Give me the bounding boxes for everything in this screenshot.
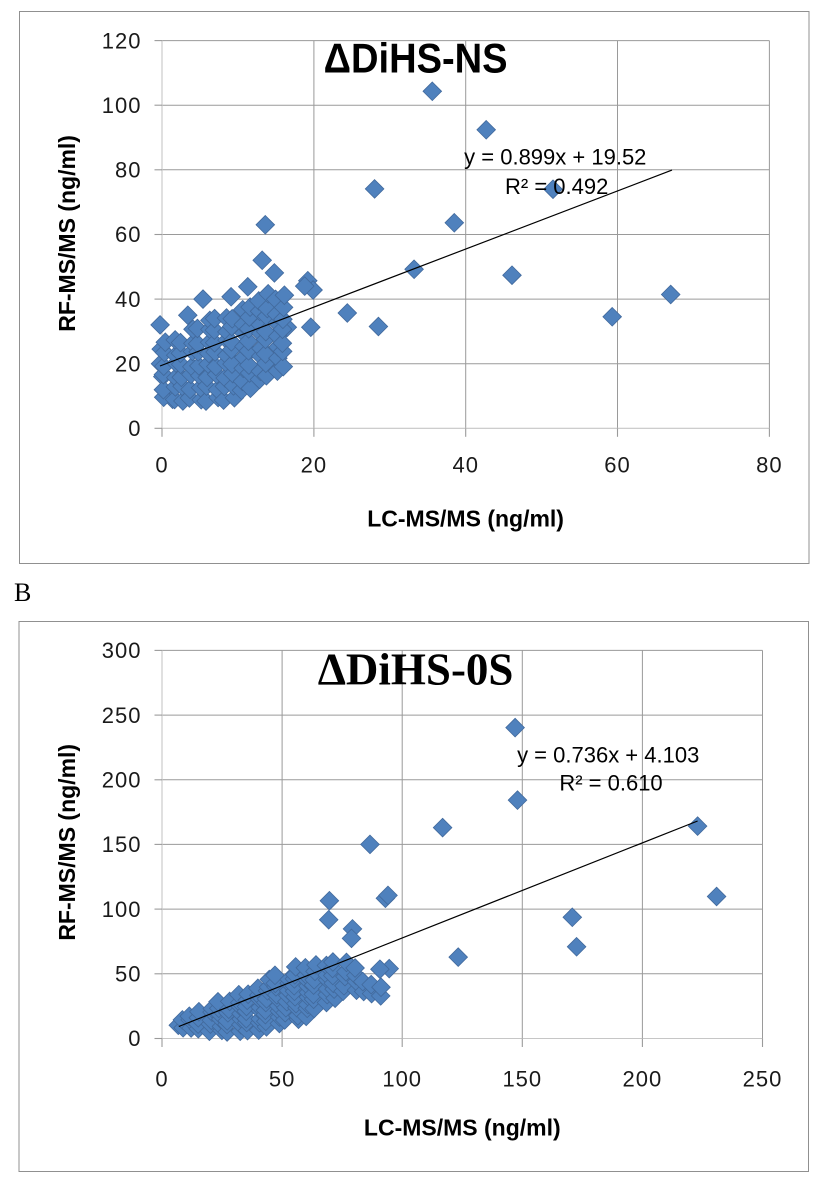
svg-text:0: 0 (155, 1067, 168, 1092)
svg-text:ΔDiHS-NS: ΔDiHS-NS (324, 35, 508, 82)
svg-text:200: 200 (102, 768, 142, 793)
svg-text:150: 150 (102, 832, 142, 857)
svg-text:R² = 0.610: R² = 0.610 (559, 771, 662, 796)
svg-text:0: 0 (128, 1026, 141, 1051)
svg-text:0: 0 (155, 453, 168, 478)
svg-text:80: 80 (115, 158, 141, 183)
svg-text:60: 60 (604, 453, 630, 478)
svg-text:40: 40 (452, 453, 478, 478)
svg-text:60: 60 (115, 222, 141, 247)
svg-text:300: 300 (102, 638, 142, 663)
svg-text:ΔDiHS-0S: ΔDiHS-0S (318, 644, 514, 694)
svg-text:100: 100 (382, 1067, 422, 1092)
svg-text:RF-MS/MS (ng/ml): RF-MS/MS (ng/ml) (54, 744, 80, 941)
svg-text:50: 50 (269, 1067, 295, 1092)
svg-text:250: 250 (743, 1067, 783, 1092)
svg-text:20: 20 (301, 453, 327, 478)
svg-text:LC-MS/MS (ng/ml): LC-MS/MS (ng/ml) (364, 1115, 561, 1141)
svg-text:200: 200 (623, 1067, 663, 1092)
svg-text:80: 80 (756, 453, 782, 478)
svg-text:0: 0 (128, 416, 141, 441)
svg-text:100: 100 (102, 897, 142, 922)
svg-text:20: 20 (115, 351, 141, 376)
svg-text:B: B (14, 578, 31, 607)
svg-text:50: 50 (115, 962, 141, 987)
svg-text:150: 150 (502, 1067, 542, 1092)
svg-text:LC-MS/MS (ng/ml): LC-MS/MS (ng/ml) (367, 506, 564, 532)
svg-text:120: 120 (102, 28, 142, 53)
svg-text:y = 0.736x + 4.103: y = 0.736x + 4.103 (517, 743, 699, 768)
svg-text:40: 40 (115, 287, 141, 312)
svg-text:y = 0.899x + 19.52: y = 0.899x + 19.52 (464, 145, 646, 170)
svg-text:250: 250 (102, 703, 142, 728)
svg-text:RF-MS/MS (ng/ml): RF-MS/MS (ng/ml) (54, 135, 80, 332)
svg-text:R² = 0.492: R² = 0.492 (505, 174, 608, 199)
svg-text:100: 100 (102, 93, 142, 118)
